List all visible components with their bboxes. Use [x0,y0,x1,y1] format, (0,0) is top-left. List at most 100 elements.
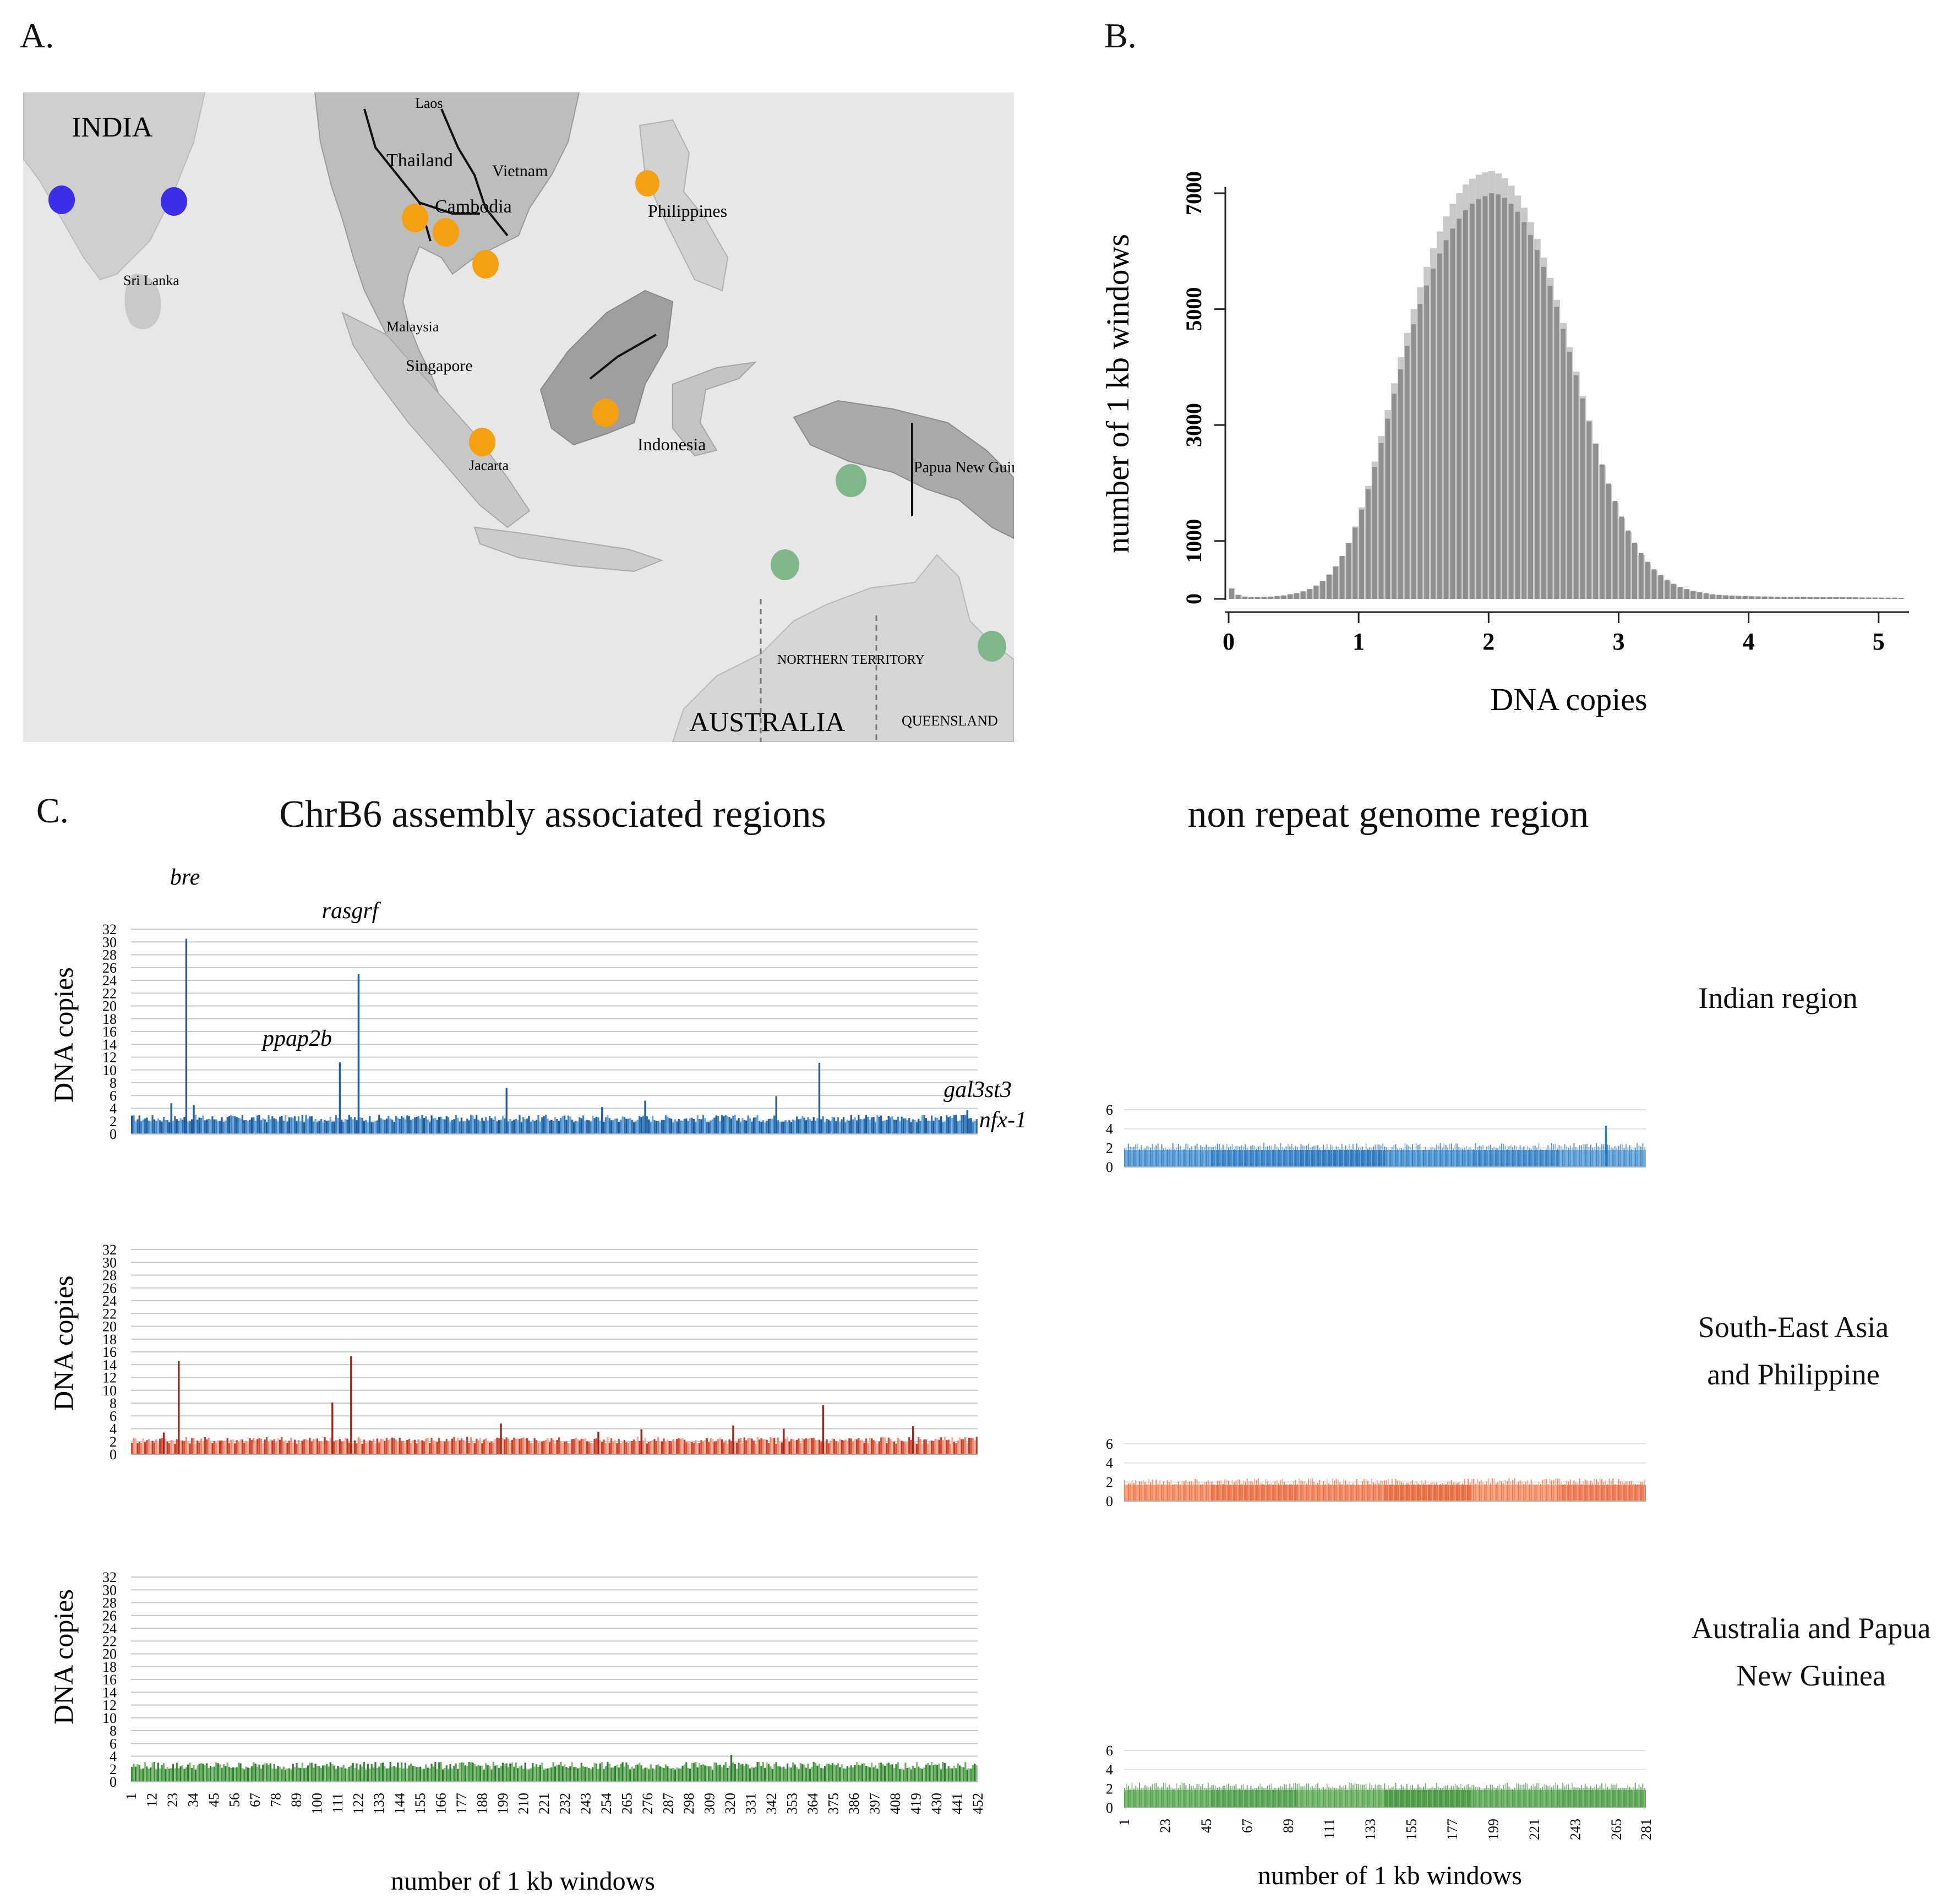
window-bar [359,1764,362,1782]
window-bar [1189,1148,1191,1167]
window-bar [204,1437,206,1454]
window-bar [170,1439,172,1454]
window-bar [1529,1148,1530,1167]
window-bar [165,1769,167,1782]
window-bar [846,1120,849,1134]
window-bar [221,1767,223,1782]
window-bar [1211,1147,1213,1167]
histogram-bar [1547,286,1553,599]
window-bar [1456,1143,1458,1167]
window-bar [683,1119,686,1134]
window-bar [1172,1788,1174,1808]
window-bar [1403,1149,1404,1167]
y-tick-label: 2 [110,1434,117,1450]
window-bar [346,1438,348,1454]
window-bar [809,1769,811,1782]
window-bar [1272,1149,1274,1167]
window-bar [1245,1144,1246,1167]
window-bar [1281,1479,1283,1501]
histogram-bar [1632,542,1637,599]
window-bar [481,1765,483,1782]
window-bar [1464,1148,1465,1167]
window-bar [599,1440,601,1454]
window-bar [955,1443,957,1454]
window-bar [395,1116,397,1134]
window-bar [1252,1482,1253,1501]
window-bar [664,1442,667,1454]
window-bar [1564,1144,1566,1167]
window-bar [846,1441,849,1454]
window-bar [974,1763,976,1782]
window-bar [1445,1786,1447,1808]
window-bar [148,1120,150,1134]
window-bar [1295,1145,1296,1167]
window-bar [699,1763,701,1782]
window-bar [161,1765,163,1782]
window-bar [1256,1148,1257,1167]
window-bar [854,1765,856,1782]
map-panel: INDIA Sri Lanka Laos Thailand Vietnam Ca… [23,92,1014,742]
window-bar [560,1442,562,1454]
window-bar [871,1117,873,1134]
window-bar [1272,1789,1274,1808]
window-bar [1547,1786,1549,1808]
window-bar [1358,1484,1360,1501]
window-bar [416,1116,418,1134]
histogram-bar [1736,596,1741,599]
window-bar [309,1763,311,1782]
window-bar [206,1119,208,1134]
window-bar [393,1438,395,1454]
window-bar [706,1765,708,1782]
window-bar [766,1121,768,1134]
window-bar [1311,1147,1313,1167]
window-bar [1339,1785,1341,1808]
window-bar [1261,1786,1263,1808]
window-bar [1322,1144,1324,1167]
window-bar [1259,1145,1261,1167]
window-bar [144,1762,146,1782]
window-bar [636,1437,639,1454]
window-bar [425,1116,427,1134]
window-bar [681,1765,684,1782]
window-bar [208,1119,210,1134]
window-bar [1360,1147,1361,1167]
map-sample-points [48,170,1006,662]
window-bar [786,1122,789,1134]
window-bar [1174,1149,1176,1167]
window-bar [239,1119,242,1134]
peak-bar [193,1105,195,1134]
gene-label-ppap2b: ppap2b [261,1026,332,1051]
window-bar [721,1439,723,1454]
window-bar [1612,1148,1614,1167]
window-bar [795,1116,798,1134]
window-bar [747,1764,749,1782]
java-land [473,526,663,572]
window-bar [413,1766,416,1782]
window-bar [767,1119,770,1134]
window-bar [1335,1788,1337,1808]
window-bar [256,1766,259,1782]
x-tick-label: 210 [516,1793,532,1814]
window-bar [408,1765,410,1782]
window-bar [320,1119,322,1134]
y-tick-label: 22 [102,985,117,1001]
window-bar [1532,1483,1534,1501]
window-bar [1562,1149,1564,1167]
window-bar [1241,1145,1242,1167]
window-bar [588,1767,590,1782]
window-bar [588,1120,590,1134]
y-tick-label: 2 [1106,1474,1113,1490]
window-bar [285,1770,287,1782]
window-bar [1148,1479,1149,1501]
window-bar [468,1120,470,1134]
window-bar [222,1764,225,1782]
window-bar [543,1441,545,1454]
window-bar [1493,1787,1495,1808]
window-bar [1411,1144,1413,1167]
window-bar [316,1438,319,1454]
window-bar [1234,1149,1235,1167]
gene-label-bre: bre [170,865,200,890]
window-bar [1155,1479,1157,1501]
window-bar [341,1120,343,1134]
window-bar [1124,1480,1126,1501]
